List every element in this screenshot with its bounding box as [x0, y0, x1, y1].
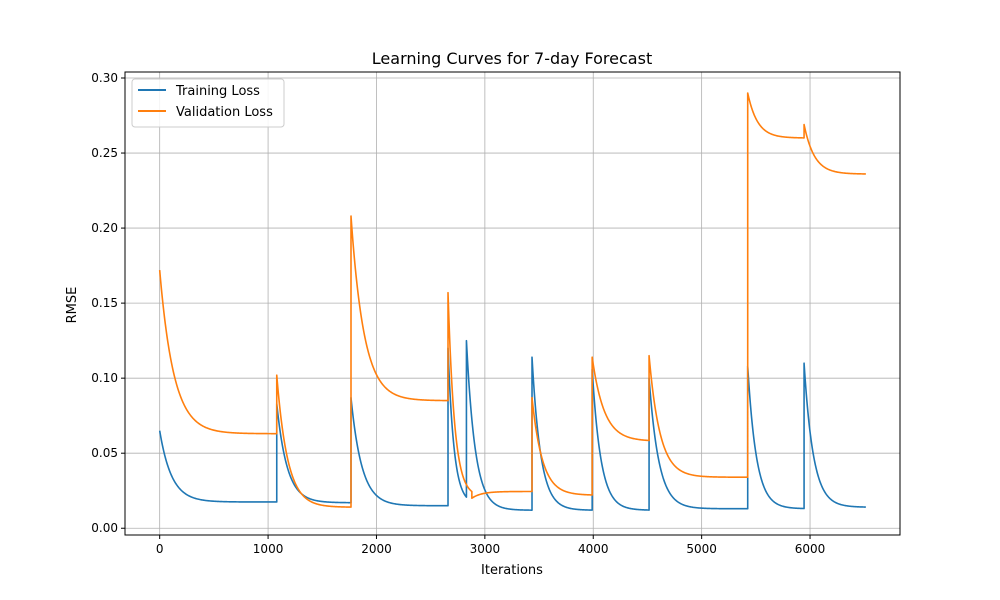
x-tick-label: 6000 — [795, 542, 826, 556]
series-line-training-loss — [158, 339, 867, 511]
legend-label-validation-loss: Validation Loss — [176, 105, 273, 120]
axis-ticks: 0 1000 2000 3000 4000 5000 6000 0.00 0.05 0.10 0.1… — [91, 71, 825, 556]
x-axis-label: Iterations — [481, 563, 543, 578]
y-axis-label: RMSE — [65, 287, 80, 324]
y-tick-label: 0.10 — [91, 371, 118, 385]
x-tick-label: 0 — [156, 542, 164, 556]
chart-title: Learning Curves for 7-day Forecast — [372, 49, 652, 68]
y-tick-label: 0.00 — [91, 521, 118, 535]
y-tick-label: 0.20 — [91, 221, 118, 235]
plot-lines — [158, 92, 867, 511]
grid — [125, 72, 900, 535]
legend-frame — [131, 78, 285, 128]
series-line-validation-loss — [158, 92, 867, 508]
x-tick-label: 2000 — [361, 542, 392, 556]
y-tick-label: 0.25 — [91, 146, 118, 160]
legend: Training Loss Validation Loss — [131, 78, 285, 128]
y-tick-label: 0.15 — [91, 296, 118, 310]
x-tick-label: 4000 — [578, 542, 609, 556]
x-tick-label: 5000 — [686, 542, 717, 556]
y-tick-label: 0.05 — [91, 446, 118, 460]
x-tick-label: 3000 — [470, 542, 501, 556]
y-tick-label: 0.30 — [91, 71, 118, 85]
x-tick-label: 1000 — [253, 542, 284, 556]
legend-label-training-loss: Training Loss — [175, 84, 260, 99]
